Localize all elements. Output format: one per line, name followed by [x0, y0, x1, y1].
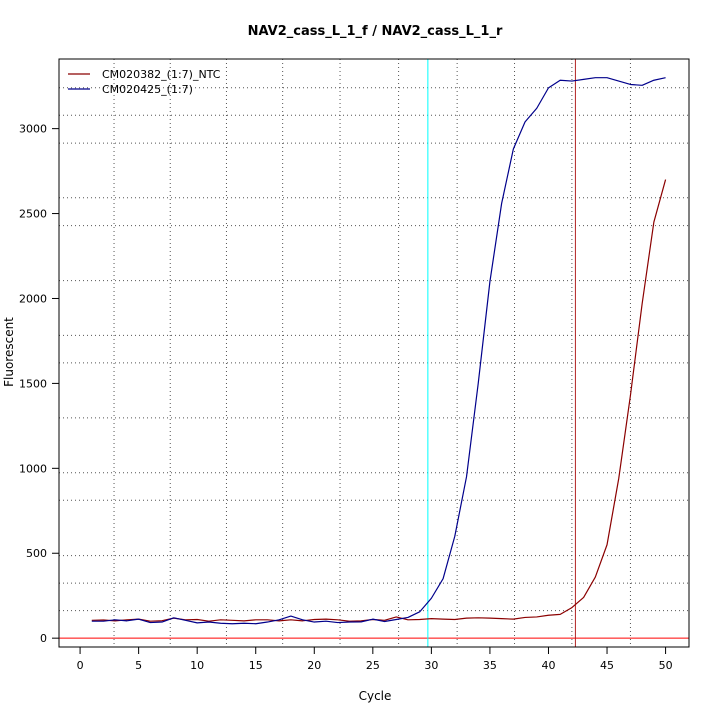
- x-tick-label: 25: [366, 659, 380, 672]
- y-tick-label: 500: [26, 547, 47, 560]
- plot-area: 0 5 10 15 20 25 30 35 40 45 5005001000150020002500…: [19, 58, 690, 672]
- x-tick-label: 20: [307, 659, 321, 672]
- plot-frame: [58, 58, 690, 648]
- y-tick-label: 2500: [19, 208, 47, 221]
- legend-label-1: CM020382_(1:7)_NTC: [102, 68, 221, 81]
- y-tick-label: 0: [40, 632, 47, 645]
- x-tick-label: 5: [135, 659, 142, 672]
- x-tick-label: 0: [77, 659, 84, 672]
- x-tick-label: 15: [249, 659, 263, 672]
- y-tick-label: 2000: [19, 292, 47, 305]
- x-tick-label: 35: [483, 659, 497, 672]
- x-tick-label: 10: [190, 659, 204, 672]
- y-tick-label: 1500: [19, 377, 47, 390]
- x-tick-label: 40: [541, 659, 555, 672]
- x-axis-label: Cycle: [359, 689, 392, 703]
- legend-label-2: CM020425_(1:7): [102, 83, 193, 96]
- y-tick-label: 3000: [19, 123, 47, 136]
- series-line-1: [91, 179, 667, 622]
- y-tick-label: 1000: [19, 462, 47, 475]
- x-tick-label: 30: [424, 659, 438, 672]
- series-line-2: [91, 77, 666, 625]
- x-tick-label: 50: [659, 659, 673, 672]
- chart-title: NAV2_cass_L_1_f / NAV2_cass_L_1_r: [248, 24, 503, 39]
- x-tick-label: 45: [600, 659, 614, 672]
- y-axis-label: Fluorescent: [2, 317, 16, 387]
